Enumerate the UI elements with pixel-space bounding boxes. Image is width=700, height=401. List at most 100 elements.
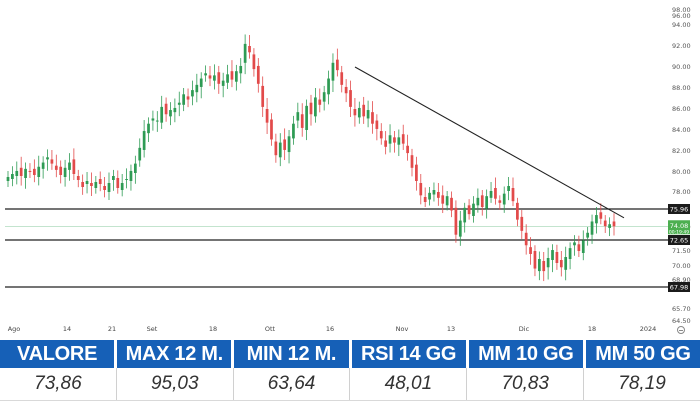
candle-body [107,183,111,192]
y-tick-label: 88.00 [672,84,691,92]
candle-body [415,164,418,181]
zoom-out-icon[interactable] [677,326,685,334]
candle-body [296,112,300,121]
stats-value-mm10: 70,83 [467,368,585,400]
candle-body [476,197,480,206]
candle-body [248,46,251,53]
stats-header-rsi: RSI 14 GG [352,340,469,368]
candle-body [103,186,106,190]
last-price-countdown: 00:19:49 [669,229,689,235]
candle-body [445,196,449,206]
x-tick-label: Set [147,325,158,333]
candle-body [340,72,344,85]
candle-body [401,134,405,144]
stats-value-row: 73,86 95,03 63,64 48,01 70,83 78,19 [0,368,700,401]
candle-body [147,123,150,134]
candle-body [112,176,115,180]
candle-body [256,65,260,84]
candle-body [529,247,532,254]
y-tick-label: 64.50 [672,317,691,325]
candle-body [546,258,550,268]
y-tick-label: 65.70 [672,305,691,313]
candle-body [6,177,10,181]
candle-body [595,215,598,224]
candle-body [265,109,269,123]
candle-body [393,137,396,143]
candle-body [371,112,374,124]
candle-body [454,207,458,235]
y-tick-label: 92.00 [672,42,691,50]
candle-body [608,224,611,228]
stats-value-max: 95,03 [117,368,234,400]
candle-body [85,181,89,184]
y-tick-label: 70.00 [672,262,691,270]
candle-body [155,120,159,122]
candle-body [331,62,335,81]
candle-body [116,178,120,188]
candle-body [537,259,541,272]
x-tick-label: 2024 [640,325,657,333]
candle-body [94,182,98,188]
level-badge [668,204,690,214]
candle-body [542,261,546,272]
candle-body [46,157,49,160]
candle-body [195,84,199,93]
stats-header-valore: VALORE [0,340,118,368]
candle-body [182,94,186,105]
x-tick-label: Dic [519,325,530,333]
y-tick-label: 96.00 [672,12,691,20]
candle-body [564,257,568,270]
candle-body [278,142,282,158]
candle-body [498,200,502,203]
candle-body [19,167,23,176]
candle-body [472,203,475,216]
candle-body [208,75,212,79]
stats-table: VALORE MAX 12 M. MIN 12 M. RSI 14 GG MM … [0,340,700,401]
candle-body [177,102,181,105]
candle-body [318,99,322,105]
x-tick-label: 13 [447,325,455,333]
candle-body [138,147,142,161]
candle-body [485,196,489,209]
candle-body [15,170,19,176]
candle-body [577,244,581,251]
candle-body [173,107,177,113]
candle-body [467,205,471,215]
candle-body [186,96,190,100]
candle-body [489,191,493,198]
candle-body [90,183,93,186]
candle-body [270,119,273,140]
candle-body [436,192,440,198]
candle-body [353,109,357,116]
y-tick-label: 82.00 [672,147,691,155]
candle-body [384,140,388,147]
candle-body [397,137,401,145]
candle-body [388,135,392,144]
x-tick-label: 18 [588,325,596,333]
stats-value-rsi: 48,01 [350,368,468,400]
stats-header-min: MIN 12 M. [234,340,352,368]
candle-body [72,159,76,174]
candle-body [379,131,383,139]
candle-body [516,202,519,220]
last-price-label: 74.08 [670,222,689,230]
y-tick-label: 98.00 [672,6,691,14]
y-tick-label: 86.00 [672,105,691,113]
stats-value-valore: 73,86 [0,368,117,400]
candle-body [300,114,304,128]
candle-body [410,155,414,168]
candle-body [50,159,54,164]
candle-body [520,216,524,231]
price-chart[interactable]: 64.5065.7068.9070.0071.5074.0078.0080.00… [0,0,700,340]
candle-body [612,221,616,227]
level-badge-label: 72.65 [670,236,689,244]
candle-body [261,85,265,107]
candle-body [292,123,295,139]
candle-body [375,120,379,129]
last-price-badge [668,220,690,235]
candle-body [252,54,256,70]
candle-body [511,188,515,202]
stats-value-mm50: 78,19 [618,373,666,394]
candlestick-chart[interactable]: 64.5065.7068.9070.0071.5074.0078.0080.00… [0,0,700,340]
y-tick-label: 90.00 [672,63,691,71]
